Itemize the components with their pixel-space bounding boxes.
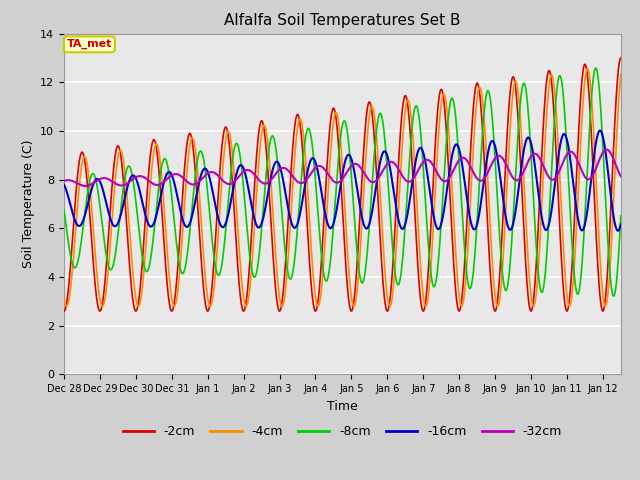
Legend: -2cm, -4cm, -8cm, -16cm, -32cm: -2cm, -4cm, -8cm, -16cm, -32cm [118,420,567,443]
-16cm [316,180,324,186]
Y-axis label: Soil Temperature (C): Soil Temperature (C) [22,140,35,268]
-2cm [601,302,609,308]
-16cm [331,216,339,222]
-32cm [82,183,90,189]
X-axis label: Time: Time [327,400,358,413]
-4cm [499,262,506,267]
Line: -16cm: -16cm [64,131,621,231]
-16cm [601,143,609,149]
-4cm [331,111,339,117]
Line: -32cm: -32cm [64,150,621,186]
-16cm [499,192,506,197]
-8cm [60,207,68,213]
-32cm [89,180,97,186]
-8cm [601,178,609,184]
-8cm [601,184,609,190]
-8cm [592,65,600,71]
-4cm [88,214,96,220]
-32cm [617,173,625,179]
-32cm [316,163,324,169]
-2cm [60,308,68,314]
-8cm [316,236,324,242]
-32cm [499,156,506,161]
-8cm [88,171,96,177]
-4cm [99,303,106,309]
-2cm [316,278,324,284]
-2cm [617,55,625,61]
Line: -2cm: -2cm [64,58,621,311]
-32cm [60,178,68,184]
-8cm [617,213,625,219]
-4cm [584,66,591,72]
-32cm [601,147,609,153]
-16cm [601,145,609,151]
-32cm [603,147,611,153]
Title: Alfalfa Soil Temperatures Set B: Alfalfa Soil Temperatures Set B [224,13,461,28]
-8cm [610,293,618,299]
Line: -8cm: -8cm [64,68,621,296]
-4cm [601,303,609,309]
-16cm [614,228,622,234]
-4cm [316,296,324,301]
Text: TA_met: TA_met [67,39,112,49]
-4cm [602,303,609,309]
-16cm [60,182,68,188]
-4cm [617,72,625,77]
-4cm [60,297,68,302]
-32cm [331,179,339,185]
-16cm [596,128,604,133]
-2cm [600,304,608,310]
Line: -4cm: -4cm [64,69,621,306]
-2cm [331,108,339,114]
-2cm [499,225,506,230]
-8cm [499,270,506,276]
-2cm [88,248,96,254]
-16cm [88,184,96,190]
-8cm [331,206,339,212]
-16cm [617,222,625,228]
-32cm [601,147,609,153]
